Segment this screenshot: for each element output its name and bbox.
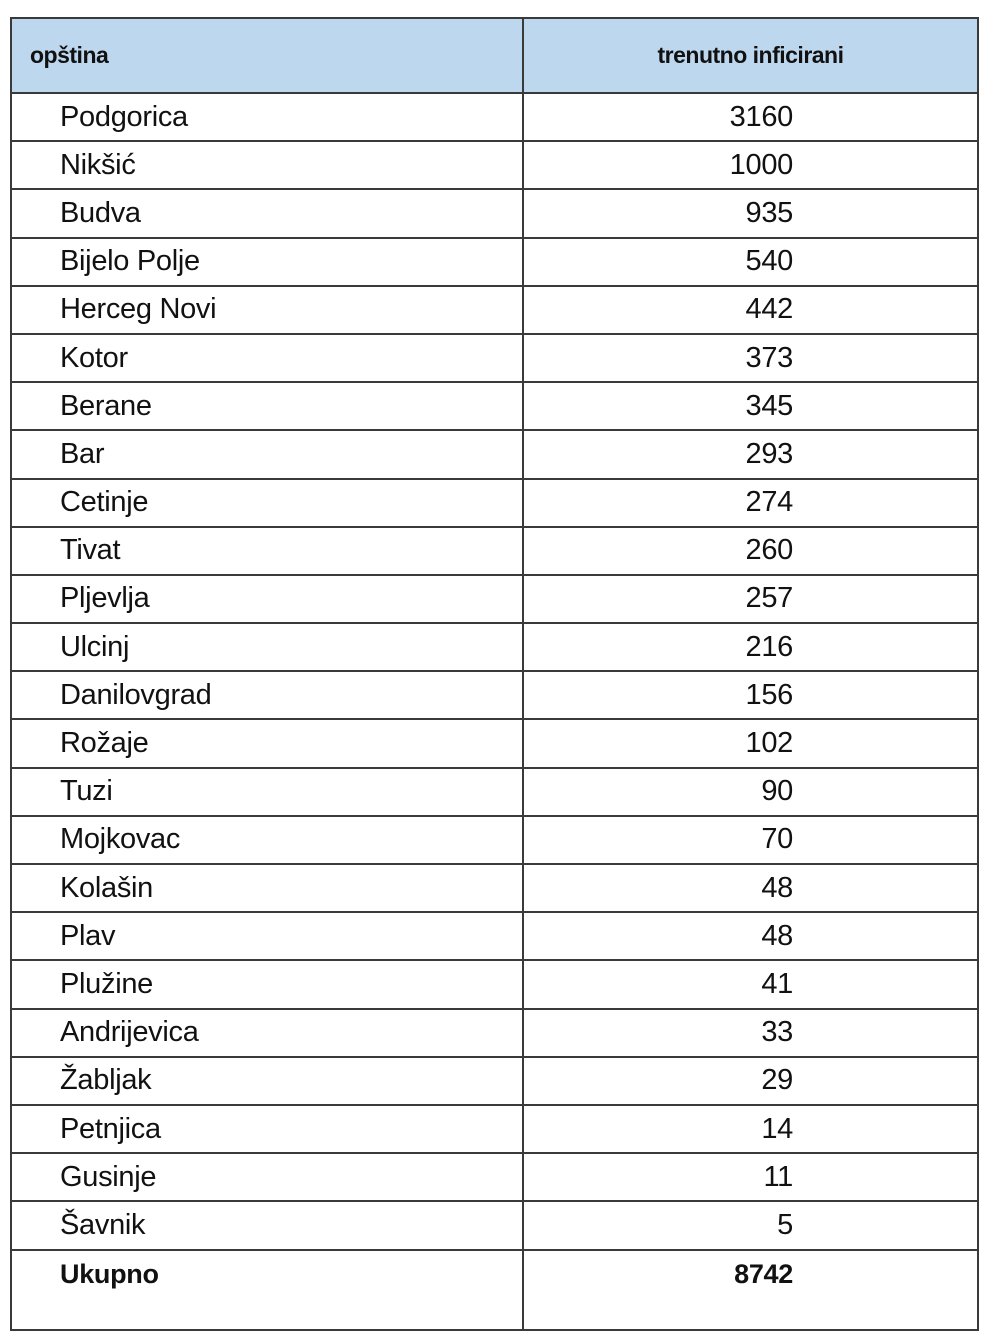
table-row: Danilovgrad 156 [10,670,979,721]
infected-cell: 293 [522,429,979,480]
table-row: Petnjica 14 [10,1103,979,1155]
table-row: Rožaje 102 [10,718,979,769]
municipality-cell: Gusinje [10,1152,524,1203]
municipality-cell: Kolašin [10,862,524,914]
header-row: opština trenutno inficirani [10,17,979,94]
total-row: Ukupno 8742 [10,1248,979,1331]
municipality-cell: Žabljak [10,1055,524,1106]
municipality-cell: Plav [10,911,524,962]
municipality-cell: Rožaje [10,718,524,769]
infected-cell: 373 [522,332,979,384]
infected-cell: 33 [522,1007,979,1058]
infected-cell: 274 [522,477,979,528]
municipality-cell: Petnjica [10,1103,524,1155]
municipality-cell: Nikšić [10,140,524,191]
infected-cell: 90 [522,766,979,817]
table-row: Andrijevica 33 [10,1007,979,1058]
municipality-cell: Šavnik [10,1200,524,1251]
municipality-cell: Kotor [10,332,524,384]
municipality-cell: Tivat [10,525,524,576]
table-row: Žabljak 29 [10,1055,979,1106]
infected-cell: 102 [522,718,979,769]
table-row: Bar 293 [10,429,979,480]
table-row: Tivat 260 [10,525,979,576]
municipality-cell: Andrijevica [10,1007,524,1058]
table-row: Nikšić 1000 [10,140,979,191]
table-row: Bijelo Polje 540 [10,236,979,287]
table-row: Tuzi 90 [10,766,979,817]
infected-cell: 41 [522,959,979,1010]
infected-cell: 5 [522,1200,979,1251]
infected-cell: 1000 [522,140,979,191]
header-municipality: opština [10,17,524,94]
municipality-cell: Danilovgrad [10,670,524,721]
infected-cell: 257 [522,573,979,625]
municipality-cell: Budva [10,188,524,239]
total-label: Ukupno [10,1248,524,1331]
table-row: Mojkovac 70 [10,814,979,866]
infected-cell: 345 [522,381,979,432]
table-row: Ulcinj 216 [10,622,979,673]
table-row: Pljevlja 257 [10,573,979,625]
municipality-cell: Herceg Novi [10,284,524,335]
table-row: Plužine 41 [10,959,979,1010]
infected-cell: 48 [522,911,979,962]
table-row: Plav 48 [10,911,979,962]
municipality-cell: Bijelo Polje [10,236,524,287]
header-infected: trenutno inficirani [522,17,979,94]
total-value: 8742 [522,1248,979,1331]
municipality-cell: Tuzi [10,766,524,817]
table-row: Kolašin 48 [10,862,979,914]
infected-cell: 29 [522,1055,979,1106]
infected-cell: 260 [522,525,979,576]
infected-cell: 14 [522,1103,979,1155]
municipality-cell: Pljevlja [10,573,524,625]
municipality-cell: Plužine [10,959,524,1010]
table-row: Kotor 373 [10,332,979,384]
infected-cell: 540 [522,236,979,287]
infected-cell: 935 [522,188,979,239]
municipality-cell: Ulcinj [10,622,524,673]
table-row: Berane 345 [10,381,979,432]
municipality-cell: Cetinje [10,477,524,528]
infected-cell: 70 [522,814,979,866]
municipality-cell: Bar [10,429,524,480]
infected-cell: 3160 [522,91,979,143]
municipality-cell: Podgorica [10,91,524,143]
infected-cell: 48 [522,862,979,914]
municipality-cell: Mojkovac [10,814,524,866]
infected-cell: 156 [522,670,979,721]
table-row: Gusinje 11 [10,1152,979,1203]
infected-cell: 442 [522,284,979,335]
municipality-cell: Berane [10,381,524,432]
infections-table: opština trenutno inficirani Podgorica 316… [10,17,979,1331]
table-row: Budva 935 [10,188,979,239]
table-row: Šavnik 5 [10,1200,979,1251]
infected-cell: 11 [522,1152,979,1203]
table-row: Herceg Novi 442 [10,284,979,335]
table-row: Cetinje 274 [10,477,979,528]
table-row: Podgorica 3160 [10,91,979,143]
infected-cell: 216 [522,622,979,673]
